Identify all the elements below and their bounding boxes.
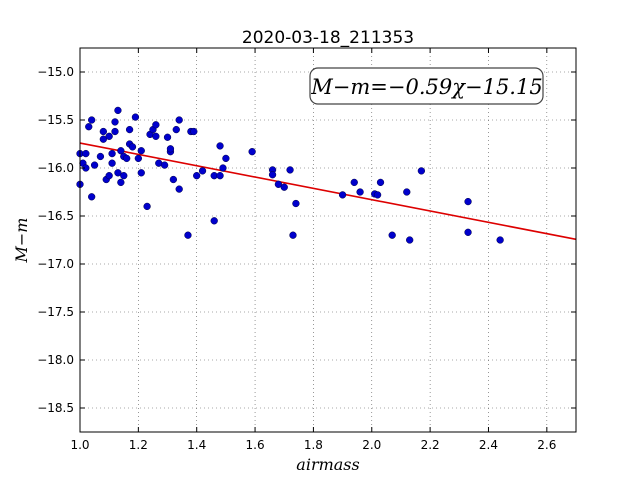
data-point [99,135,107,143]
data-point [175,185,183,193]
data-point [125,125,134,134]
data-point [82,149,90,158]
data-point [350,178,358,187]
plot-frame [79,47,577,433]
x-tick-label: 2.4 [479,438,498,452]
data-point [280,183,288,191]
data-point [105,172,113,180]
data-point [88,116,96,124]
data-point [134,154,143,163]
y-tick-labels: −15.0 −15.5 −16.0 −16.5 −17.0 −17.5 −18.0 −18.5 [37,65,74,415]
x-tick-label: 1.0 [70,438,89,452]
data-point [128,143,137,151]
data-point [289,231,297,239]
data-point [406,236,414,244]
fit-annotation: M−m=−0.59χ−15.15 [309,67,544,105]
x-tick-label: 1.2 [129,438,148,452]
y-tick-label: −17.0 [37,257,74,271]
x-tick-label: 1.6 [246,438,265,452]
data-point [160,161,169,169]
data-point [85,123,93,131]
y-tick-label: −15.0 [37,65,74,79]
data-point [117,178,125,187]
data-point [111,118,119,126]
data-point [99,127,107,136]
data-point [108,149,116,158]
data-point [190,127,198,136]
data-point [117,147,125,155]
data-point [376,178,385,187]
data-point [210,217,218,225]
data-point [152,132,160,140]
data-point [198,167,207,175]
data-point [105,132,113,140]
data-point [417,167,426,175]
x-tick-label: 2.2 [421,438,440,452]
data-point [222,154,230,163]
data-point [388,231,396,239]
data-point [356,188,364,196]
data-point [114,106,122,115]
data-point [137,169,145,177]
data-point [90,161,99,169]
data-point [143,202,151,211]
y-tick-label: −17.5 [37,305,74,319]
data-point [123,154,131,163]
data-point [403,188,411,196]
x-tick-label: 1.4 [187,438,206,452]
data-point [96,152,105,161]
x-tick-label: 2.0 [362,438,381,452]
data-point [184,231,192,239]
data-point [193,172,201,180]
data-point [219,164,227,172]
data-point [175,116,183,124]
data-point [464,197,472,206]
fit-equation: M−m=−0.59χ−15.15 [310,75,542,99]
fit-line [79,142,577,241]
x-tick-label: 1.8 [304,438,323,452]
x-tick-label: 2.6 [537,438,556,452]
data-point [172,125,180,134]
data-point [216,142,224,150]
fit-line-group [79,142,577,241]
chart-title: 2020-03-18_211353 [242,28,414,48]
data-point [111,127,119,136]
x-tick-labels: 1.0 1.2 1.4 1.6 1.8 2.0 2.2 2.4 2.6 [70,438,556,452]
data-point [163,133,172,141]
data-point [292,199,300,208]
data-point [137,147,145,155]
annotation-box [309,67,544,105]
data-point [108,159,116,167]
y-axis-label: M−m [12,218,31,264]
data-point [114,169,122,177]
data-point [166,145,175,153]
data-point [286,166,294,174]
data-point [120,172,128,180]
axis-ticks [79,48,576,432]
data-point [274,180,283,188]
data-point [496,236,504,244]
y-tick-label: −18.0 [37,353,74,367]
data-points [76,106,504,244]
y-tick-label: −15.5 [37,113,74,127]
data-point [464,228,472,236]
data-point [216,172,224,180]
data-point [88,193,96,201]
y-tick-label: −18.5 [37,401,74,415]
data-point [373,191,382,199]
y-tick-label: −16.5 [37,209,74,223]
data-point [248,148,256,156]
data-point [268,171,277,179]
x-axis-label: airmass [296,455,359,474]
data-point [131,113,140,121]
data-point [338,191,347,199]
data-point [169,175,178,184]
data-point [152,121,160,129]
y-tick-label: −16.0 [37,161,74,175]
